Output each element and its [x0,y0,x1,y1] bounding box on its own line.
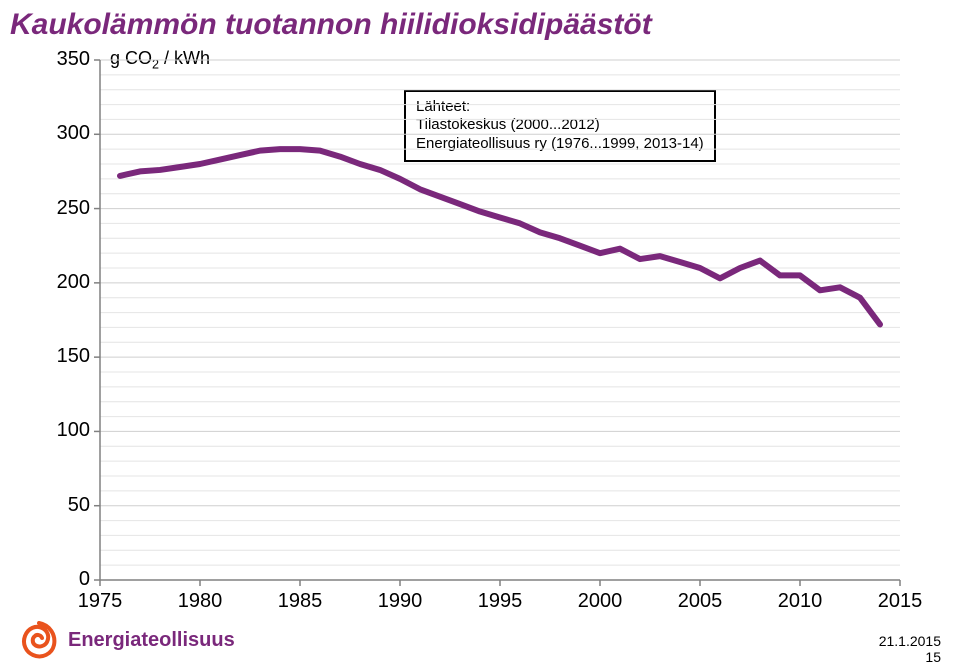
xtick-label: 2000 [570,590,630,613]
xtick-label: 2010 [770,590,830,613]
xtick-label: 1985 [270,590,330,613]
xtick-label: 1975 [70,590,130,613]
slide-root: Kaukolämmön tuotannon hiilidioksidipääst… [0,0,959,669]
xtick-label: 1990 [370,590,430,613]
ytick-label: 250 [40,197,90,220]
xtick-label: 1995 [470,590,530,613]
xtick-label: 2015 [870,590,930,613]
ytick-label: 50 [40,494,90,517]
logo-swirl-icon [20,621,58,659]
ytick-label: 300 [40,122,90,145]
chart-svg [0,0,959,669]
ytick-label: 100 [40,419,90,442]
footer-page-number: 15 [925,649,941,665]
ytick-label: 150 [40,345,90,368]
xtick-label: 2005 [670,590,730,613]
ytick-label: 0 [40,568,90,591]
ytick-label: 200 [40,271,90,294]
brand-name: Energiateollisuus [68,629,235,652]
ytick-label: 350 [40,48,90,71]
brand-logo: Energiateollisuus [20,621,235,659]
footer-date: 21.1.2015 [879,633,941,649]
xtick-label: 1980 [170,590,230,613]
